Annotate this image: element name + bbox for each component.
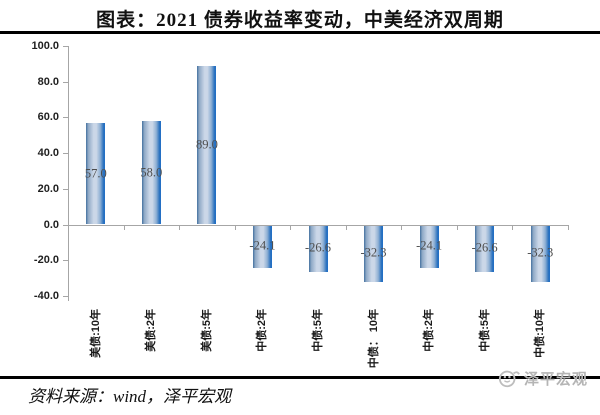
bar-value-label: -26.6 bbox=[304, 240, 332, 255]
bar bbox=[252, 224, 272, 268]
bar-value-label: -32.3 bbox=[360, 245, 387, 260]
y-tick-label: 20.0 bbox=[37, 182, 59, 195]
x-category-label: 中债:5年 bbox=[478, 309, 491, 352]
y-axis-tick bbox=[63, 117, 68, 119]
y-axis-tick bbox=[63, 188, 68, 190]
y-tick-label: 0.0 bbox=[43, 218, 59, 231]
x-axis-tick bbox=[123, 224, 125, 230]
x-axis-tick bbox=[401, 224, 403, 230]
footer-divider-rule bbox=[0, 376, 600, 379]
x-category-label: 美债:10年 bbox=[89, 309, 102, 358]
bar-value-label: 58.0 bbox=[140, 165, 163, 180]
y-tick-label: 100.0 bbox=[31, 39, 59, 52]
y-axis-tick bbox=[63, 45, 68, 47]
x-axis-tick bbox=[68, 224, 69, 230]
x-axis-tick bbox=[568, 224, 569, 230]
y-axis-line bbox=[68, 46, 69, 301]
x-axis-tick bbox=[456, 224, 458, 230]
bar-value-label: -32.3 bbox=[527, 245, 554, 260]
x-axis-tick bbox=[234, 224, 236, 230]
bar bbox=[475, 224, 495, 272]
x-category-label: 中债:5年 bbox=[312, 309, 324, 352]
bar-value-label: 57.0 bbox=[84, 166, 107, 181]
x-category-label: 美债:2年 bbox=[145, 309, 158, 352]
brand-watermark: 泽平宏观 bbox=[498, 367, 588, 389]
bar bbox=[419, 224, 439, 268]
y-tick-label: 60.0 bbox=[37, 111, 59, 124]
x-axis-line bbox=[68, 224, 568, 226]
bar bbox=[364, 224, 384, 283]
bar bbox=[530, 224, 550, 283]
y-axis-tick bbox=[63, 224, 68, 226]
title-divider-rule bbox=[0, 31, 600, 34]
x-axis-tick bbox=[345, 224, 347, 230]
zeping-logo-icon bbox=[498, 370, 520, 388]
bar-value-label: -24.1 bbox=[416, 238, 443, 253]
page-title: 图表：2021 债券收益率变动，中美经济双周期 bbox=[96, 10, 504, 31]
y-tick-label: 40.0 bbox=[37, 147, 59, 160]
x-axis-tick bbox=[512, 224, 514, 230]
source-note: 资料来源：wind，泽平宏观 bbox=[28, 387, 232, 406]
x-category-label: 中债： 10年 bbox=[367, 309, 380, 369]
bar-chart: 100.0 80.0 60.0 40.0 20.0 0.0 -20.0 -40.0 57.0 美债… bbox=[0, 36, 600, 376]
bar bbox=[308, 224, 328, 272]
bar bbox=[197, 65, 217, 225]
y-axis-tick bbox=[63, 260, 68, 262]
bar bbox=[86, 122, 106, 225]
y-tick-label: 80.0 bbox=[37, 75, 59, 88]
x-category-label: 中债:2年 bbox=[423, 309, 436, 352]
x-axis-tick bbox=[179, 224, 181, 230]
y-axis-tick bbox=[63, 295, 68, 297]
y-tick-label: -40.0 bbox=[33, 289, 59, 302]
watermark-label: 泽平宏观 bbox=[523, 370, 588, 388]
bar-value-label: -24.1 bbox=[249, 238, 276, 253]
x-axis-tick bbox=[290, 224, 292, 230]
bar bbox=[141, 120, 161, 225]
x-category-label: 美债:5年 bbox=[200, 309, 213, 352]
y-axis-tick bbox=[63, 81, 68, 83]
x-category-label: 中债:2年 bbox=[256, 309, 269, 352]
y-axis-tick bbox=[63, 153, 68, 155]
bar-value-label: -26.6 bbox=[471, 240, 498, 255]
bar-value-label: 89.0 bbox=[195, 137, 218, 152]
y-tick-label: -20.0 bbox=[33, 254, 59, 267]
